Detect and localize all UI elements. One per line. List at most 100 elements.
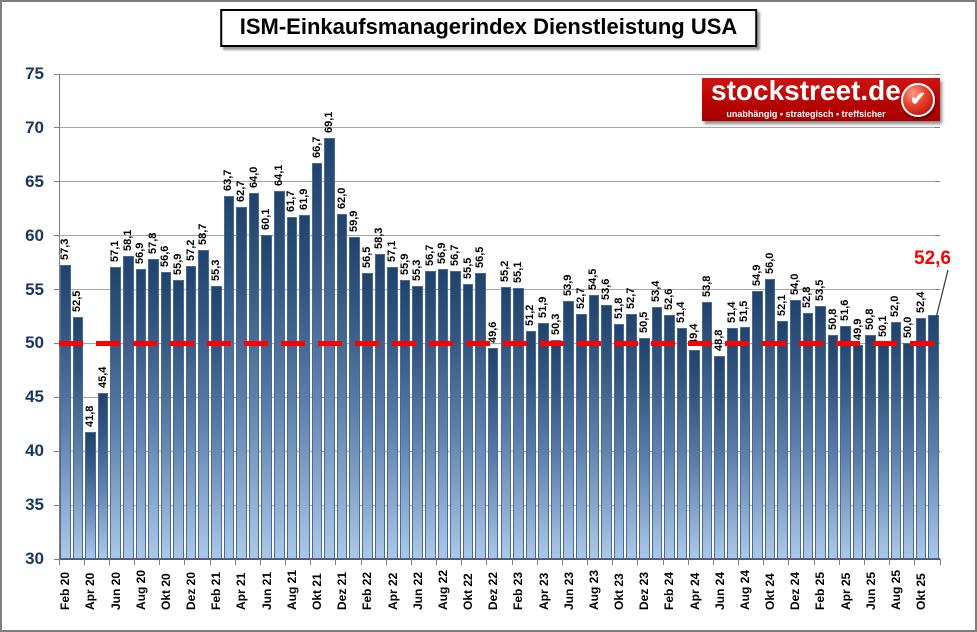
x-axis-label: Feb 23 (511, 571, 526, 610)
x-axis-tick (763, 559, 765, 565)
bar-value-label: 56,6 (159, 245, 172, 268)
y-axis-tick (54, 289, 59, 291)
x-axis-label: Dez 24 (788, 571, 803, 610)
bar (576, 314, 587, 559)
x-axis-label: Aug 21 (284, 569, 299, 610)
y-axis-tick-right (935, 235, 940, 237)
gridline (59, 504, 940, 506)
y-axis-tick (54, 342, 59, 344)
y-axis-label: 50 (25, 333, 44, 353)
bar (664, 315, 675, 559)
bar (588, 294, 600, 559)
gridline (59, 289, 940, 291)
bar (852, 344, 864, 559)
y-axis-tick-right (935, 127, 940, 129)
bar (550, 340, 562, 559)
x-axis-tick (712, 559, 714, 565)
bar-value-label: 51,4 (725, 301, 738, 324)
bar-value-label: 57,8 (146, 232, 159, 255)
bar (714, 356, 726, 559)
bar-value-label: 61,7 (285, 190, 298, 213)
bar-value-label: 58,1 (121, 229, 134, 252)
x-axis-label: Dez 22 (486, 571, 501, 610)
bar (890, 321, 902, 559)
bar-value-label: 53,4 (650, 280, 663, 302)
bar-value-label: 55,2 (499, 260, 512, 283)
x-axis-label: Apr 24 (687, 572, 702, 610)
x-axis-label: Aug 20 (133, 569, 148, 610)
bar-value-label: 50,5 (637, 311, 650, 334)
x-axis-label: Apr 20 (83, 572, 98, 610)
x-axis-label: Dez 20 (184, 571, 199, 610)
bar (840, 326, 851, 559)
x-axis-tick (561, 559, 563, 565)
x-axis-tick (486, 559, 488, 565)
x-axis-label: Feb 25 (813, 571, 828, 610)
bar (689, 349, 700, 559)
bar-value-label: 51,2 (524, 304, 537, 326)
bar (173, 279, 184, 559)
x-axis-tick (511, 559, 513, 565)
gridline (59, 181, 940, 183)
y-axis-label: 75 (25, 64, 44, 83)
bar-value-label: 54,5 (587, 268, 600, 290)
gridline (59, 450, 940, 452)
bar-value-label: 51,6 (839, 299, 852, 322)
y-axis-label: 30 (25, 549, 44, 568)
bar (475, 273, 486, 559)
bar-value-label: 50,8 (826, 308, 839, 330)
bar (286, 217, 298, 559)
bar-value-label: 62,7 (234, 180, 247, 202)
bar (487, 347, 499, 559)
y-axis-line (59, 74, 60, 565)
x-axis-tick (385, 559, 387, 565)
bar (85, 431, 96, 559)
x-axis-tick (461, 559, 463, 565)
bar-value-label: 41,8 (83, 405, 96, 427)
bar-value-label: 51,9 (537, 296, 550, 318)
bar-value-label: 66,7 (310, 137, 323, 159)
gridline (59, 396, 940, 398)
bar (387, 266, 398, 559)
checkmark-icon: ✔ (901, 82, 935, 117)
x-axis-tick (310, 559, 312, 565)
bar-value-label: 56,9 (436, 242, 449, 265)
bar-value-label: 56,5 (474, 246, 487, 269)
bar-value-label: 56,7 (448, 244, 461, 267)
x-axis-tick (939, 559, 941, 565)
x-axis-label: Feb 21 (209, 571, 224, 610)
y-axis-tick (54, 558, 59, 560)
bar (777, 320, 788, 559)
bar-value-label: 56,0 (763, 252, 776, 274)
bar-value-label: 64,1 (272, 165, 285, 187)
y-axis-label: 40 (25, 441, 44, 461)
bar-value-label: 52,0 (889, 295, 902, 317)
bar-value-label: 50,0 (902, 317, 915, 339)
bar (727, 328, 738, 559)
bar (865, 334, 877, 559)
x-axis-tick (889, 559, 891, 565)
bar (701, 302, 713, 559)
x-axis-tick (58, 559, 60, 565)
bar-value-label: 62,0 (335, 187, 348, 210)
bar (752, 290, 763, 559)
bar (148, 259, 159, 559)
bar (248, 192, 260, 559)
bar (135, 269, 147, 559)
bar-value-label: 50,3 (549, 313, 562, 336)
x-axis-tick (612, 559, 614, 565)
bar (613, 324, 625, 559)
gridline (59, 73, 940, 75)
y-axis-tick-right (935, 289, 940, 291)
x-axis-tick (335, 559, 337, 565)
y-axis-label: 60 (25, 225, 44, 245)
bar-value-label: 60,1 (260, 208, 273, 230)
x-axis-label: Dez 23 (637, 571, 652, 610)
bar (399, 279, 411, 559)
x-axis-tick (662, 559, 664, 565)
y-axis-tick (54, 181, 59, 183)
x-axis-tick (436, 559, 438, 565)
bar-value-label: 55,3 (411, 259, 424, 282)
bar (299, 215, 310, 559)
x-axis-label: Jun 25 (863, 571, 878, 610)
